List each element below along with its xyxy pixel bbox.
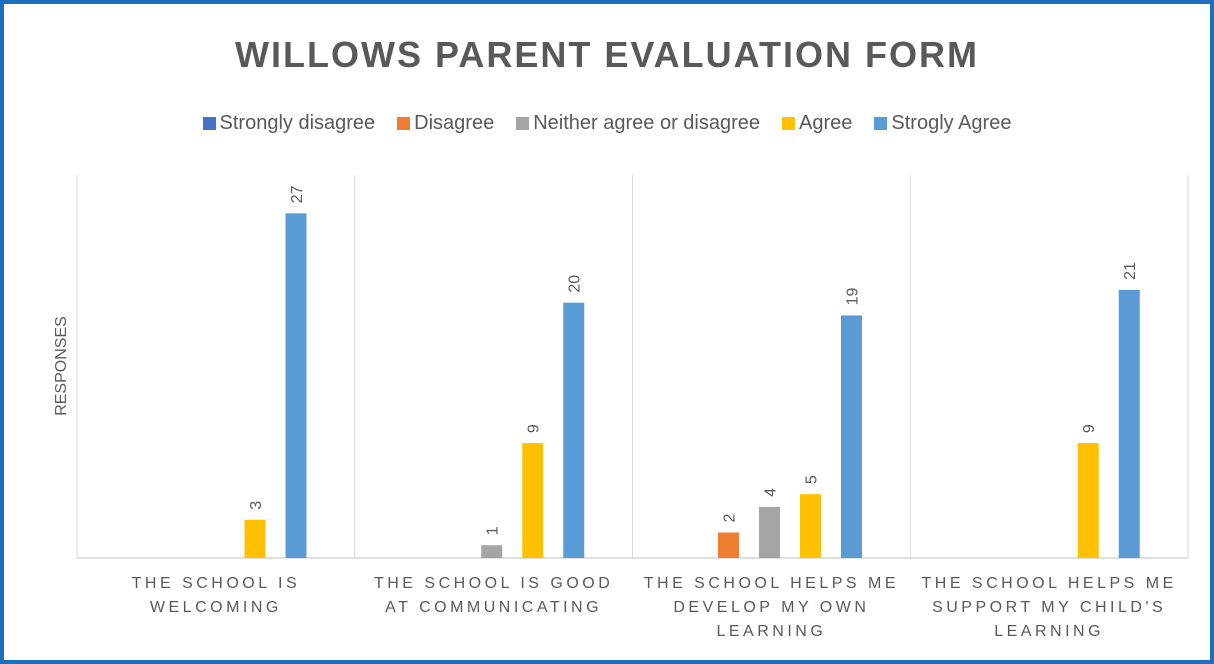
legend-item: Agree: [782, 112, 852, 135]
legend-swatch: [516, 117, 530, 130]
legend-item: Strongly disagree: [202, 112, 376, 135]
bar: [563, 302, 585, 558]
data-label: 1: [485, 526, 502, 535]
x-tick-label: THE SCHOOL IS WELCOMING: [131, 575, 301, 616]
bar: [800, 494, 821, 558]
legend-swatch: [874, 117, 888, 130]
legend-item: Disagree: [397, 112, 494, 135]
data-label: 5: [804, 475, 821, 484]
data-label: 4: [763, 488, 780, 497]
data-label: 9: [526, 424, 543, 433]
x-tick-label: THE SCHOOL HELPS ME SUPPORT MY CHILD'S L…: [921, 575, 1177, 640]
bar: [522, 443, 544, 558]
data-label: 9: [1081, 424, 1098, 433]
legend-item: Strogly Agree: [874, 112, 1011, 135]
legend-swatch: [202, 117, 216, 130]
legend-swatch: [782, 117, 796, 130]
data-label: 19: [845, 288, 862, 306]
data-label: 21: [1122, 262, 1139, 280]
bar: [841, 315, 862, 558]
legend-label: Neither agree or disagree: [533, 112, 761, 134]
x-tick-label: THE SCHOOL IS GOOD AT COMMUNICATING: [373, 575, 614, 616]
data-label: 27: [289, 185, 306, 203]
data-label: 3: [248, 501, 265, 510]
data-label: 2: [722, 513, 739, 522]
legend: Strongly disagree Disagree Neither agree o…: [0, 112, 1214, 135]
bar: [285, 213, 307, 559]
bar: [759, 506, 780, 558]
bar: [244, 519, 266, 558]
y-axis-label: RESPONSES: [53, 316, 70, 416]
legend-label: Disagree: [414, 112, 495, 134]
chart-title: WILLOWS PARENT EVALUATION FORM: [235, 34, 979, 75]
bar: [1118, 289, 1140, 558]
bar: [481, 545, 503, 558]
bar: [1077, 443, 1099, 558]
legend-item: Neither agree or disagree: [516, 112, 760, 135]
x-tick-label: THE SCHOOL HELPS ME DEVELOP MY OWN LEARN…: [643, 575, 900, 640]
bar: [718, 532, 739, 558]
legend-label: Strogly Agree: [891, 112, 1012, 134]
legend-label: Strongly disagree: [219, 112, 376, 134]
legend-label: Agree: [799, 112, 853, 134]
data-label: 20: [567, 275, 584, 293]
legend-swatch: [397, 117, 411, 130]
